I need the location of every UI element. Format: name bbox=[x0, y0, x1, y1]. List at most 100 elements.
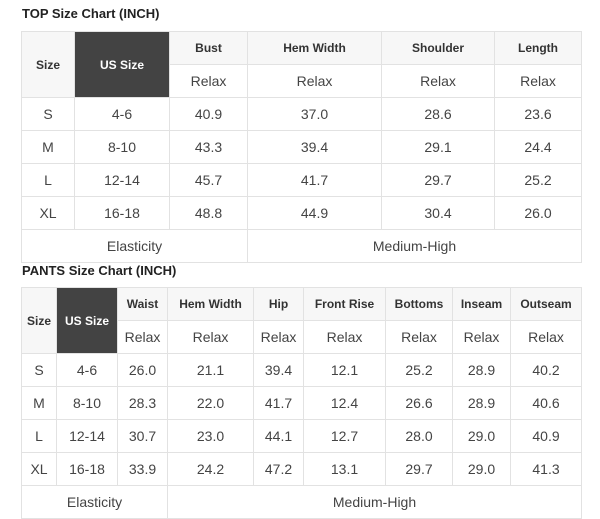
table-cell: 22.0 bbox=[167, 386, 254, 420]
measure-type-label: Relax bbox=[510, 320, 582, 354]
table-cell: 23.0 bbox=[167, 419, 254, 453]
table-cell: 40.9 bbox=[169, 97, 248, 131]
column-header: US Size bbox=[74, 31, 170, 98]
column-header: Outseam bbox=[510, 287, 582, 321]
table-cell: 25.2 bbox=[385, 353, 453, 387]
table-cell: 29.0 bbox=[452, 419, 511, 453]
table-cell: 21.1 bbox=[167, 353, 254, 387]
table-cell: 26.0 bbox=[117, 353, 168, 387]
measure-type-label: Relax bbox=[169, 64, 248, 98]
measure-type-label: Relax bbox=[117, 320, 168, 354]
table-cell: 47.2 bbox=[253, 452, 304, 486]
measure-type-label: Relax bbox=[381, 64, 495, 98]
column-header: Hem Width bbox=[167, 287, 254, 321]
table-cell: 12.1 bbox=[303, 353, 386, 387]
column-header: Hip bbox=[253, 287, 304, 321]
table-cell: 25.2 bbox=[494, 163, 582, 197]
measure-type-label: Relax bbox=[494, 64, 582, 98]
column-header: Size bbox=[21, 287, 57, 354]
table-cell: 12-14 bbox=[74, 163, 170, 197]
table-cell: 4-6 bbox=[56, 353, 118, 387]
table-cell: 4-6 bbox=[74, 97, 170, 131]
table-cell: 16-18 bbox=[74, 196, 170, 230]
table-row: M 8-10 28.3 22.0 41.7 12.4 26.6 28.9 40.6 bbox=[21, 386, 582, 420]
table-cell: L bbox=[21, 163, 75, 197]
table-cell: 28.9 bbox=[452, 353, 511, 387]
header-row: Size US Size Bust Hem Width Shoulder Length bbox=[21, 31, 582, 98]
column-header: US Size bbox=[56, 287, 118, 354]
table-cell: 12.4 bbox=[303, 386, 386, 420]
measure-type-label: Relax bbox=[452, 320, 511, 354]
header-row: Size US Size Waist Hem Width Hip Front Rise Bo… bbox=[21, 287, 582, 354]
table-cell: 26.0 bbox=[494, 196, 582, 230]
table-row: S 4-6 40.9 37.0 28.6 23.6 bbox=[21, 97, 582, 131]
top-size-table: Size US Size Bust Hem Width Shoulder Length Re… bbox=[21, 31, 582, 263]
table-cell: 23.6 bbox=[494, 97, 582, 131]
table-cell: M bbox=[21, 386, 57, 420]
table-row: L 12-14 30.7 23.0 44.1 12.7 28.0 29.0 40.9 bbox=[21, 419, 582, 453]
table-cell: 12-14 bbox=[56, 419, 118, 453]
measure-type-label: Relax bbox=[303, 320, 386, 354]
column-header: Bust bbox=[169, 31, 248, 65]
table-cell: XL bbox=[21, 452, 57, 486]
table-row: XL 16-18 48.8 44.9 30.4 26.0 bbox=[21, 196, 582, 230]
table-cell: 40.6 bbox=[510, 386, 582, 420]
subheader-row: Relax Relax Relax Relax Relax Relax Relax bbox=[22, 320, 582, 354]
table-cell: 29.7 bbox=[385, 452, 453, 486]
table-cell: 16-18 bbox=[56, 452, 118, 486]
column-header: Bottoms bbox=[385, 287, 453, 321]
measure-type-label: Relax bbox=[247, 64, 382, 98]
table-cell: 40.2 bbox=[510, 353, 582, 387]
table-cell: L bbox=[21, 419, 57, 453]
table-cell: 8-10 bbox=[74, 130, 170, 164]
column-header: Length bbox=[494, 31, 582, 65]
table-cell: 29.1 bbox=[381, 130, 495, 164]
table-cell: 44.9 bbox=[247, 196, 382, 230]
elasticity-label: Elasticity bbox=[21, 229, 248, 263]
table-cell: 41.7 bbox=[253, 386, 304, 420]
table-cell: 24.4 bbox=[494, 130, 582, 164]
table-cell: 41.7 bbox=[247, 163, 382, 197]
table-cell: 43.3 bbox=[169, 130, 248, 164]
table-cell: 26.6 bbox=[385, 386, 453, 420]
pants-size-table: Size US Size Waist Hem Width Hip Front Rise Bo… bbox=[21, 287, 582, 519]
table-row: M 8-10 43.3 39.4 29.1 24.4 bbox=[21, 130, 582, 164]
column-header: Shoulder bbox=[381, 31, 495, 65]
column-header: Waist bbox=[117, 287, 168, 321]
table-cell: 41.3 bbox=[510, 452, 582, 486]
table-cell: 45.7 bbox=[169, 163, 248, 197]
table-cell: 28.3 bbox=[117, 386, 168, 420]
table-cell: 39.4 bbox=[247, 130, 382, 164]
table-cell: 13.1 bbox=[303, 452, 386, 486]
table-cell: 30.7 bbox=[117, 419, 168, 453]
table-cell: 37.0 bbox=[247, 97, 382, 131]
table-cell: 28.0 bbox=[385, 419, 453, 453]
column-header: Front Rise bbox=[303, 287, 386, 321]
table-cell: 30.4 bbox=[381, 196, 495, 230]
measure-type-label: Relax bbox=[167, 320, 254, 354]
measure-type-label: Relax bbox=[253, 320, 304, 354]
table-cell: 28.6 bbox=[381, 97, 495, 131]
top-size-chart-title: TOP Size Chart (INCH) bbox=[22, 6, 160, 21]
table-row: L 12-14 45.7 41.7 29.7 25.2 bbox=[21, 163, 582, 197]
elasticity-value: Medium-High bbox=[247, 229, 582, 263]
table-cell: M bbox=[21, 130, 75, 164]
elasticity-row: Elasticity Medium-High bbox=[21, 485, 582, 519]
table-cell: 44.1 bbox=[253, 419, 304, 453]
measure-type-label: Relax bbox=[385, 320, 453, 354]
elasticity-row: Elasticity Medium-High bbox=[21, 229, 582, 263]
column-header: Hem Width bbox=[247, 31, 382, 65]
table-cell: 8-10 bbox=[56, 386, 118, 420]
table-cell: 29.7 bbox=[381, 163, 495, 197]
table-row: XL 16-18 33.9 24.2 47.2 13.1 29.7 29.0 41.3 bbox=[21, 452, 582, 486]
table-cell: 28.9 bbox=[452, 386, 511, 420]
table-cell: XL bbox=[21, 196, 75, 230]
elasticity-label: Elasticity bbox=[21, 485, 168, 519]
table-cell: S bbox=[21, 353, 57, 387]
column-header: Size bbox=[21, 31, 75, 98]
subheader-row: Relax Relax Relax Relax bbox=[22, 64, 582, 98]
table-cell: 29.0 bbox=[452, 452, 511, 486]
table-cell: 39.4 bbox=[253, 353, 304, 387]
column-header: Inseam bbox=[452, 287, 511, 321]
table-row: S 4-6 26.0 21.1 39.4 12.1 25.2 28.9 40.2 bbox=[21, 353, 582, 387]
